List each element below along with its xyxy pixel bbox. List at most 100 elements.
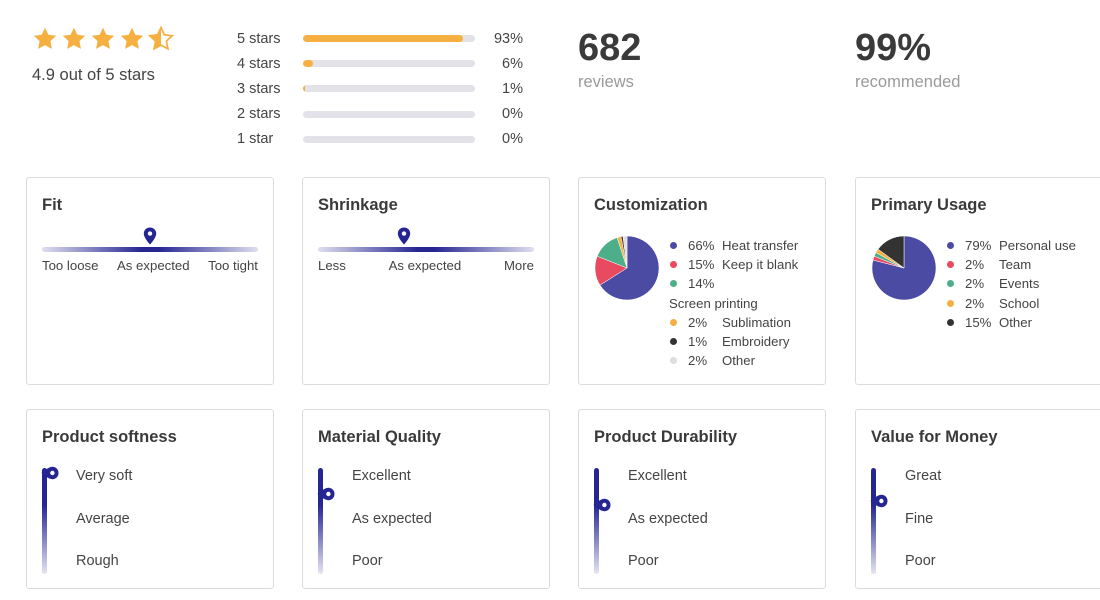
distribution-bar: [303, 60, 475, 68]
pie-slice: [877, 235, 905, 269]
scale-label-bottom: Rough: [76, 553, 119, 569]
average-rating-text: 4.9 out of 5 stars: [32, 66, 155, 84]
legend-item: 15% Keep it blank: [669, 255, 819, 274]
map-pin-icon: [317, 487, 335, 501]
legend-label: Embroidery: [722, 334, 790, 350]
legend-label: Team: [999, 257, 1032, 273]
distribution-percent: 6%: [502, 55, 523, 72]
durability-scale-track: [594, 468, 599, 574]
primary-usage-pie-chart: [871, 235, 937, 301]
card-title: Value for Money: [871, 428, 998, 446]
star-full-icon: [120, 27, 144, 49]
legend-percent: 66%: [688, 238, 715, 254]
scale-label-right: Too tight: [208, 258, 258, 273]
pie-slice: [622, 235, 628, 269]
map-pin-icon: [593, 498, 611, 511]
scale-label-middle: Fine: [905, 510, 934, 527]
legend-dot: [670, 357, 677, 365]
legend-item: 15% Other: [946, 313, 1096, 332]
value-scale-labels: Great Fine Poor: [905, 468, 941, 596]
star-half-icon: [148, 26, 174, 51]
legend-item: 79% Personal use: [946, 236, 1096, 255]
recommended-block: 99% recommended: [855, 28, 960, 92]
legend-item: 2% Team: [946, 255, 1096, 274]
legend-percent: 2%: [965, 276, 985, 292]
map-pin-icon: [41, 466, 59, 480]
primary-usage-card: Primary Usage 79% Personal use 2% Team 2…: [855, 177, 1100, 385]
distribution-row[interactable]: 5 stars 93%: [237, 26, 537, 51]
legend-item: 14%: [669, 274, 819, 293]
legend-dot: [947, 280, 954, 288]
scale-label-top: Excellent: [628, 468, 687, 484]
legend-label: Personal use: [999, 238, 1076, 254]
fit-card: Fit Too loose As expected Too tight: [26, 177, 274, 385]
legend-dot: [947, 299, 954, 307]
legend-label: Heat transfer: [722, 238, 799, 254]
scale-label-right: More: [503, 258, 534, 273]
legend-item: 66% Heat transfer: [669, 236, 819, 255]
distribution-row[interactable]: 2 stars 0%: [237, 102, 537, 127]
distribution-row[interactable]: 4 stars 6%: [237, 51, 537, 76]
distribution-row[interactable]: 1 star 0%: [237, 127, 537, 152]
legend-dot: [670, 261, 677, 269]
distribution-label: 3 stars: [237, 80, 281, 97]
pie-slice: [599, 235, 660, 301]
material-quality-card: Material Quality Excellent As expected P…: [302, 409, 550, 589]
scale-label-left: Too loose: [42, 258, 99, 273]
legend-label: Events: [999, 276, 1040, 292]
map-pin-icon: [143, 227, 157, 245]
card-title: Fit: [42, 196, 63, 214]
scale-label-top: Great: [905, 468, 942, 484]
legend-percent: 2%: [965, 295, 985, 311]
distribution-percent: 1%: [502, 80, 523, 97]
scale-label-middle: As expected: [352, 510, 432, 527]
card-title: Customization: [594, 196, 708, 214]
legend-dot: [670, 338, 677, 346]
legend-percent: 14%: [688, 276, 715, 292]
material-scale-labels: Excellent As expected Poor: [352, 468, 432, 596]
star-rating: [32, 26, 174, 52]
legend-percent: 2%: [688, 314, 708, 330]
distribution-label: 2 stars: [237, 106, 281, 123]
recommended-label: recommended: [855, 73, 961, 91]
durability-scale-labels: Excellent As expected Poor: [628, 468, 708, 596]
scale-label-middle: As expected: [388, 258, 462, 273]
distribution-fill: [303, 35, 463, 43]
legend-label: Keep it blank: [722, 257, 799, 273]
legend-percent: 1%: [688, 334, 708, 350]
distribution-bar: [303, 110, 475, 118]
legend-label: School: [999, 295, 1040, 311]
distribution-fill: [303, 85, 305, 93]
star-full-icon: [62, 27, 86, 49]
distribution-row[interactable]: 3 stars 1%: [237, 76, 537, 101]
material-scale-track: [318, 468, 323, 574]
card-title: Product softness: [42, 428, 177, 446]
fit-scale-track: [42, 247, 258, 252]
card-title: Product Durability: [594, 428, 738, 446]
softness-scale-labels: Very soft Average Rough: [76, 468, 132, 596]
distribution-label: 5 stars: [237, 30, 281, 47]
distribution-percent: 0%: [502, 131, 523, 148]
scale-label-bottom: Poor: [352, 553, 383, 569]
reviews-label: reviews: [578, 73, 634, 91]
recommended-percent: 99%: [855, 27, 932, 69]
scale-label-middle: Average: [76, 510, 130, 527]
value-for-money-card: Value for Money Great Fine Poor: [855, 409, 1100, 589]
distribution-percent: 0%: [502, 106, 523, 123]
legend-item: 2% Other: [669, 351, 819, 370]
scale-label-bottom: Poor: [905, 553, 936, 569]
legend-percent: 79%: [965, 238, 992, 254]
legend-dot: [947, 242, 954, 250]
fit-scale-labels: Too loose As expected Too tight: [42, 258, 258, 273]
legend-label: Screen printing: [669, 295, 758, 311]
legend-label: Sublimation: [722, 314, 791, 330]
rating-distribution: 5 stars 93% 4 stars 6% 3 stars 1% 2 star…: [237, 26, 537, 152]
softness-scale-track: [42, 468, 47, 574]
legend-dot: [947, 318, 954, 326]
legend-percent: 2%: [965, 257, 985, 273]
legend-label: Other: [722, 353, 755, 369]
shrinkage-card: Shrinkage Less As expected More: [302, 177, 550, 385]
reviews-count-block: 682 reviews: [578, 28, 641, 92]
scale-label-left: Less: [318, 258, 346, 273]
legend-dot: [670, 318, 677, 326]
